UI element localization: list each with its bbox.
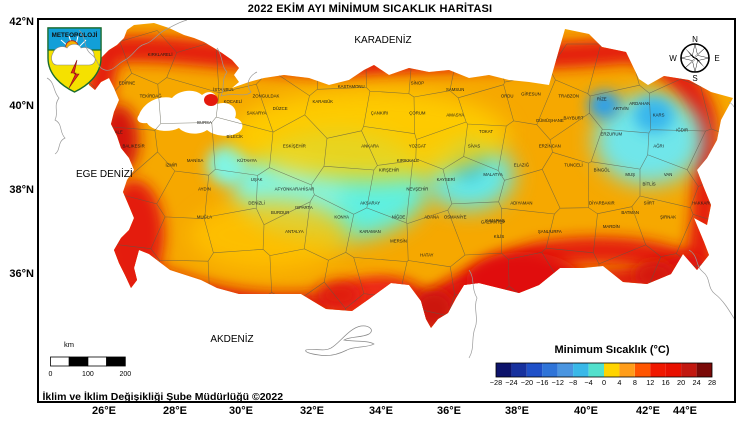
svg-text:km: km: [64, 340, 74, 349]
svg-text:MARDİN: MARDİN: [603, 224, 620, 229]
svg-text:−8: −8: [569, 378, 577, 387]
svg-text:−12: −12: [552, 378, 564, 387]
svg-text:ANKARA: ANKARA: [361, 144, 379, 149]
svg-text:ÇORUM: ÇORUM: [409, 111, 426, 116]
svg-text:DİYARBAKIR: DİYARBAKIR: [589, 201, 615, 206]
svg-text:MANİSA: MANİSA: [187, 158, 204, 163]
svg-text:−24: −24: [505, 378, 517, 387]
svg-text:ERZİNCAN: ERZİNCAN: [539, 144, 561, 149]
svg-text:NİĞDE: NİĞDE: [392, 215, 406, 220]
svg-text:S: S: [692, 74, 697, 83]
svg-text:BİLECİK: BİLECİK: [227, 134, 244, 139]
svg-text:KÜTAHYA: KÜTAHYA: [237, 158, 257, 163]
svg-text:KIRKLARELİ: KIRKLARELİ: [148, 52, 173, 57]
svg-text:−16: −16: [536, 378, 548, 387]
svg-text:SİNOP: SİNOP: [411, 80, 425, 85]
svg-text:İklim ve İklim Değişikliği Şub: İklim ve İklim Değişikliği Şube Müdürlüğ…: [43, 390, 284, 403]
svg-text:DÜZCE: DÜZCE: [273, 106, 288, 111]
svg-text:ADIYAMAN: ADIYAMAN: [510, 201, 532, 206]
svg-text:28: 28: [708, 378, 716, 387]
svg-text:SAKARYA: SAKARYA: [247, 111, 267, 116]
svg-text:Minimum Sıcaklık (°C): Minimum Sıcaklık (°C): [554, 344, 669, 356]
svg-text:KARAMAN: KARAMAN: [359, 229, 380, 234]
svg-text:BARTIN: BARTIN: [315, 75, 331, 80]
svg-text:EGE DENİZİ: EGE DENİZİ: [76, 167, 133, 180]
svg-text:TOKAT: TOKAT: [479, 129, 493, 134]
svg-text:4: 4: [617, 378, 621, 387]
svg-text:AKDENİZ: AKDENİZ: [210, 332, 253, 345]
svg-text:RİZE: RİZE: [597, 96, 607, 101]
svg-text:SİVAS: SİVAS: [468, 144, 480, 149]
svg-text:100: 100: [82, 371, 94, 378]
svg-text:ARDAHAN: ARDAHAN: [629, 101, 650, 106]
svg-text:BİNGÖL: BİNGÖL: [594, 167, 611, 172]
svg-text:ZONGULDAK: ZONGULDAK: [253, 94, 280, 99]
svg-text:KOCAELİ: KOCAELİ: [224, 99, 243, 104]
svg-text:YOZGAT: YOZGAT: [409, 144, 427, 149]
svg-text:20: 20: [677, 378, 685, 387]
svg-text:−28: −28: [490, 378, 502, 387]
svg-text:W: W: [669, 54, 677, 63]
svg-text:VAN: VAN: [664, 172, 673, 177]
svg-text:N: N: [692, 35, 698, 44]
svg-text:SİİRT: SİİRT: [644, 201, 655, 206]
svg-text:E: E: [714, 54, 719, 63]
svg-text:TRABZON: TRABZON: [558, 94, 579, 99]
svg-text:GÜMÜŞHANE: GÜMÜŞHANE: [536, 118, 564, 123]
svg-text:MUŞ: MUŞ: [625, 172, 635, 177]
svg-text:BURDUR: BURDUR: [271, 210, 289, 215]
svg-text:ANTALYA: ANTALYA: [285, 229, 304, 234]
svg-text:ÇANAKKALE: ÇANAKKALE: [97, 130, 123, 135]
svg-text:24: 24: [693, 378, 701, 387]
svg-text:KARABÜK: KARABÜK: [313, 99, 334, 104]
svg-text:KONYA: KONYA: [334, 215, 349, 220]
svg-text:KARADENİZ: KARADENİZ: [354, 33, 411, 46]
svg-text:BAYBURT: BAYBURT: [564, 115, 584, 120]
svg-text:GİRESUN: GİRESUN: [521, 92, 541, 97]
svg-text:KIRŞEHİR: KIRŞEHİR: [379, 167, 399, 172]
svg-text:12: 12: [646, 378, 654, 387]
svg-text:AĞRI: AĞRI: [653, 144, 664, 149]
svg-text:K.MARAŞ: K.MARAŞ: [485, 218, 504, 223]
svg-text:−20: −20: [521, 378, 533, 387]
svg-text:AYDIN: AYDIN: [198, 186, 211, 191]
svg-text:ERZURUM: ERZURUM: [601, 131, 623, 136]
svg-text:16: 16: [662, 378, 670, 387]
svg-text:ARTVİN: ARTVİN: [613, 106, 629, 111]
svg-text:MERSİN: MERSİN: [390, 238, 407, 243]
svg-text:−4: −4: [584, 378, 592, 387]
svg-text:AKSARAY: AKSARAY: [360, 201, 380, 206]
svg-text:0: 0: [602, 378, 606, 387]
svg-text:AMASYA: AMASYA: [446, 113, 464, 118]
svg-text:KİLİS: KİLİS: [494, 234, 505, 239]
svg-text:ELAZIĞ: ELAZIĞ: [514, 163, 530, 168]
svg-text:EDİRNE: EDİRNE: [119, 80, 135, 85]
svg-text:ŞIRNAK: ŞIRNAK: [660, 215, 676, 220]
svg-text:BALIKESİR: BALIKESİR: [122, 144, 144, 149]
svg-text:ESKİŞEHİR: ESKİŞEHİR: [283, 144, 306, 149]
svg-text:HATAY: HATAY: [420, 253, 434, 258]
svg-text:200: 200: [119, 371, 131, 378]
svg-text:HAKKARİ: HAKKARİ: [692, 201, 711, 206]
svg-text:OSMANİYE: OSMANİYE: [444, 215, 467, 220]
svg-text:8: 8: [633, 378, 637, 387]
svg-text:BİTLİS: BİTLİS: [643, 182, 656, 187]
svg-text:KARS: KARS: [653, 113, 665, 118]
svg-text:ÇANKIRI: ÇANKIRI: [371, 111, 388, 116]
svg-text:İSTANBUL: İSTANBUL: [213, 87, 234, 92]
svg-text:AFYONKARAHİSAR: AFYONKARAHİSAR: [275, 186, 315, 191]
svg-text:METEOROLOJİ: METEOROLOJİ: [52, 31, 98, 39]
svg-text:UŞAK: UŞAK: [251, 177, 263, 182]
svg-text:TUNCELİ: TUNCELİ: [564, 163, 582, 168]
svg-text:0: 0: [49, 371, 53, 378]
svg-text:BATMAN: BATMAN: [621, 210, 639, 215]
